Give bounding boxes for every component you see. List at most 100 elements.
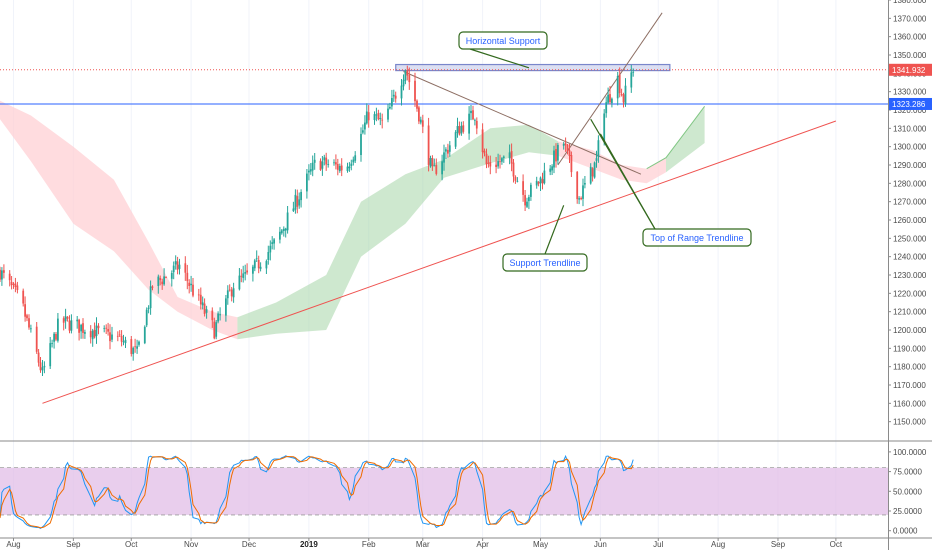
candle-body [143, 326, 146, 344]
candle-body [481, 129, 484, 153]
candle-body [24, 304, 26, 317]
oscillator-band [0, 467, 888, 515]
cloud-bullish [237, 124, 558, 340]
candle-body [333, 162, 335, 164]
trendline [42, 120, 837, 404]
price-tick-label: 1330.000 [893, 88, 927, 97]
candle-body [537, 182, 540, 184]
candle-body [163, 276, 165, 285]
candle-body [55, 334, 57, 340]
candle-body [124, 339, 127, 344]
candle-body [485, 153, 488, 165]
candle-body [624, 85, 627, 105]
candle-body [219, 314, 221, 316]
candle-body [593, 162, 596, 178]
candle-body [199, 294, 202, 305]
horizontal-support-zone[interactable] [395, 63, 671, 72]
price-tick-label: 1250.000 [893, 234, 927, 243]
candle-body [76, 319, 79, 322]
candle-body [271, 242, 274, 244]
candle-body [462, 125, 465, 132]
candle-body [62, 318, 65, 323]
candle-body [535, 180, 538, 186]
candle-body [282, 228, 285, 231]
candle-body [445, 149, 447, 152]
candle-body [510, 151, 513, 164]
candle-body [605, 102, 608, 114]
candle-body [394, 95, 397, 99]
price-tick-label: 1290.000 [893, 161, 927, 170]
candle-body [582, 185, 584, 199]
candle-body [89, 331, 92, 338]
candle-body [609, 94, 611, 103]
candle-body [145, 309, 148, 326]
candle-body [22, 290, 25, 304]
candle-body [313, 159, 316, 163]
candle-body [454, 132, 457, 147]
candle-body [553, 150, 555, 168]
candle-body [539, 177, 542, 184]
candle-body [400, 85, 403, 99]
candle-body [252, 266, 254, 274]
candle-body [149, 286, 152, 309]
annotations[interactable]: Horizontal Support Support Trendline Top o… [458, 31, 752, 272]
candle-body [392, 94, 395, 97]
candle-body [8, 273, 11, 281]
candle-body [429, 158, 432, 167]
candle-body [580, 198, 582, 200]
candle-body [203, 303, 206, 314]
candle-body [306, 173, 308, 192]
candle-body [458, 126, 461, 135]
candle-body [172, 265, 175, 273]
candle-body [391, 98, 393, 107]
candle-body [226, 290, 229, 299]
candle-body [159, 278, 162, 281]
candle-body [543, 170, 546, 184]
price-tag-label: 1323.286 [892, 100, 926, 109]
candle-body [16, 285, 19, 290]
candle-body [228, 289, 231, 291]
candle-body [28, 318, 30, 328]
candle-body [105, 327, 108, 329]
candle-body [134, 346, 136, 348]
candle-body [483, 150, 486, 154]
stochastic-oscillator [0, 454, 888, 529]
candle-body [489, 162, 492, 167]
candle-body [242, 273, 245, 278]
price-lines[interactable] [0, 69, 888, 105]
candle-body [265, 261, 268, 269]
candle-body [499, 161, 501, 163]
candle-body [379, 118, 382, 120]
candle-body [408, 75, 411, 83]
candle-body [557, 144, 559, 161]
candle-body [294, 194, 297, 210]
callout-label: Horizontal Support [466, 36, 541, 46]
candle-body [367, 112, 370, 121]
candle-body [41, 367, 44, 371]
price-tick-label: 1260.000 [893, 216, 927, 225]
candle-body [35, 326, 38, 352]
candle-body [456, 126, 459, 133]
price-tick-label: 1230.000 [893, 271, 927, 280]
candle-body [549, 168, 552, 172]
candle-body [215, 322, 218, 337]
candle-body [178, 264, 181, 269]
candle-body [161, 281, 164, 285]
candle-body [447, 149, 449, 154]
candle-body [578, 198, 580, 200]
cloud-bearish [557, 141, 666, 184]
oscillator-tick-label: 75.0000 [893, 468, 922, 477]
oscillator-tick-label: 50.0000 [893, 487, 922, 496]
candle-body [273, 239, 275, 244]
candle-body [201, 302, 204, 306]
candle-body [632, 71, 635, 73]
candle-body [618, 74, 621, 94]
candle-body [346, 166, 349, 171]
candle-body [595, 158, 598, 161]
candle-body [616, 76, 619, 99]
candle-body [470, 110, 472, 114]
candle-body [30, 328, 32, 330]
price-tick-label: 1350.000 [893, 51, 927, 60]
time-tick-label: Mar [416, 540, 430, 549]
